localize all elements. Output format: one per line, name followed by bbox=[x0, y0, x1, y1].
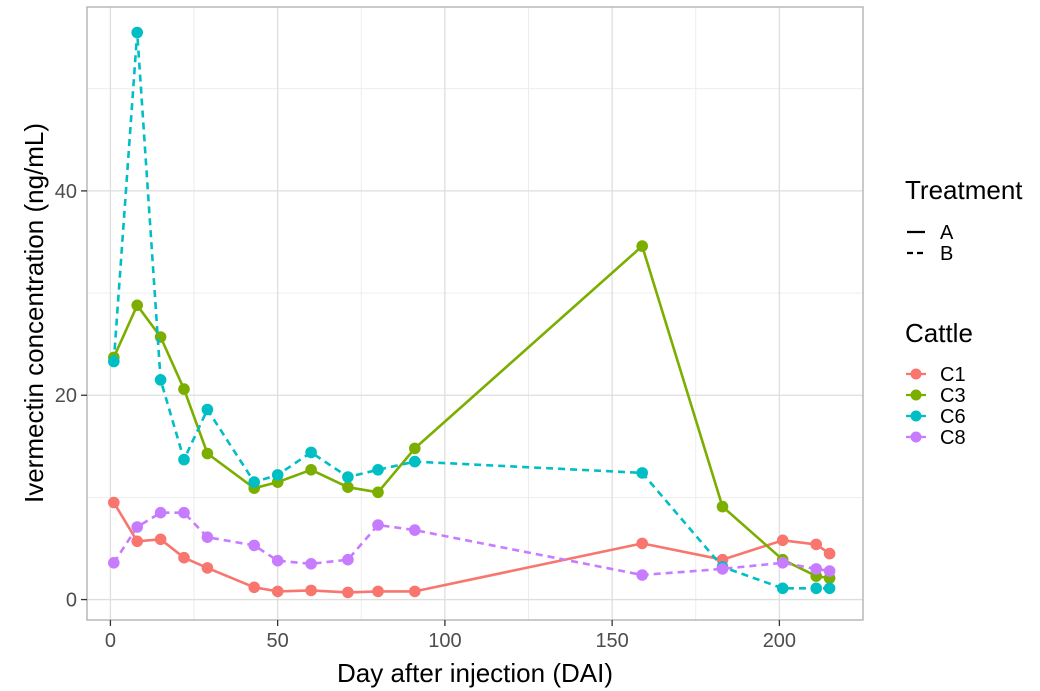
data-point-c3 bbox=[636, 240, 648, 252]
data-point-c8 bbox=[777, 557, 789, 569]
legend-key-c6-point bbox=[911, 411, 922, 422]
data-point-c6 bbox=[248, 476, 260, 488]
y-tick-label: 0 bbox=[66, 590, 77, 612]
data-point-c1 bbox=[155, 534, 167, 546]
legend-label-c8: C8 bbox=[940, 427, 966, 449]
legend-label-c3: C3 bbox=[940, 385, 966, 407]
legend-key-c8-point bbox=[911, 432, 922, 443]
data-point-c8 bbox=[248, 540, 260, 552]
data-point-c6 bbox=[824, 583, 836, 595]
x-tick-label: 150 bbox=[595, 630, 628, 652]
legend-treatment-title: Treatment bbox=[905, 175, 1023, 205]
data-point-c8 bbox=[409, 524, 421, 536]
data-point-c6 bbox=[108, 356, 120, 368]
data-point-c3 bbox=[409, 443, 421, 455]
data-point-c8 bbox=[636, 569, 648, 581]
data-point-c6 bbox=[342, 471, 354, 483]
data-point-c3 bbox=[372, 487, 384, 499]
legend-item-c3: C3 bbox=[906, 385, 966, 407]
data-point-c1 bbox=[810, 539, 822, 551]
data-point-c1 bbox=[178, 552, 190, 564]
y-axis-title: Ivermectin concentration (ng/mL) bbox=[19, 123, 49, 503]
data-point-c6 bbox=[202, 404, 214, 416]
data-point-c1 bbox=[202, 562, 214, 574]
legend-label-a: A bbox=[940, 222, 954, 244]
legend-cattle: Cattle C1 C3 C6 C8 bbox=[905, 318, 973, 449]
legend-treatment: Treatment A B bbox=[905, 175, 1023, 265]
data-point-c8 bbox=[272, 555, 284, 567]
x-tick-label: 200 bbox=[763, 630, 796, 652]
data-point-c1 bbox=[248, 582, 260, 594]
data-point-c8 bbox=[372, 519, 384, 531]
legend-label-b: B bbox=[940, 243, 953, 265]
legend-key-c1-point bbox=[911, 369, 922, 380]
data-point-c6 bbox=[272, 469, 284, 481]
legend-key-c3-point bbox=[911, 390, 922, 401]
data-point-c8 bbox=[810, 563, 822, 575]
y-tick-label: 40 bbox=[55, 181, 77, 203]
y-tick-label: 20 bbox=[55, 385, 77, 407]
data-point-c6 bbox=[372, 464, 384, 476]
legend-cattle-title: Cattle bbox=[905, 318, 973, 348]
data-point-c6 bbox=[636, 467, 648, 479]
legend-item-c6: C6 bbox=[906, 406, 966, 428]
data-point-c1 bbox=[305, 585, 317, 597]
data-point-c1 bbox=[777, 535, 789, 547]
x-tick-label: 100 bbox=[428, 630, 461, 652]
data-point-c8 bbox=[155, 507, 167, 519]
data-point-c1 bbox=[131, 536, 143, 548]
data-point-c3 bbox=[178, 383, 190, 395]
data-point-c1 bbox=[636, 538, 648, 550]
data-point-c6 bbox=[305, 447, 317, 459]
legend-label-c6: C6 bbox=[940, 406, 966, 428]
data-point-c1 bbox=[108, 497, 120, 509]
data-point-c8 bbox=[305, 558, 317, 570]
data-point-c8 bbox=[717, 563, 729, 575]
data-point-c3 bbox=[717, 501, 729, 513]
x-axis-title: Day after injection (DAI) bbox=[337, 658, 613, 688]
data-point-c8 bbox=[178, 507, 190, 519]
data-point-c6 bbox=[409, 456, 421, 468]
data-point-c1 bbox=[342, 587, 354, 599]
data-point-c1 bbox=[372, 586, 384, 598]
data-point-c8 bbox=[824, 565, 836, 577]
x-tick-labels: 0 50 100 150 200 bbox=[105, 630, 796, 652]
data-point-c6 bbox=[131, 27, 143, 39]
x-tick-label: 50 bbox=[267, 630, 289, 652]
data-point-c6 bbox=[155, 374, 167, 386]
data-point-c8 bbox=[342, 554, 354, 566]
data-point-c8 bbox=[202, 531, 214, 543]
data-point-c3 bbox=[131, 300, 143, 312]
data-point-c1 bbox=[409, 586, 421, 598]
data-point-c6 bbox=[178, 454, 190, 466]
legend-item-c1: C1 bbox=[906, 364, 966, 386]
data-point-c8 bbox=[108, 557, 120, 569]
data-point-c3 bbox=[202, 448, 214, 460]
data-point-c3 bbox=[342, 481, 354, 493]
legend-item-c8: C8 bbox=[906, 427, 966, 449]
data-point-c1 bbox=[824, 548, 836, 560]
data-point-c3 bbox=[305, 464, 317, 476]
data-point-c6 bbox=[777, 583, 789, 595]
data-point-c6 bbox=[810, 583, 822, 595]
data-point-c8 bbox=[131, 521, 143, 533]
y-tick-labels: 0 20 40 bbox=[55, 181, 77, 612]
legend-label-c1: C1 bbox=[940, 364, 966, 386]
data-point-c1 bbox=[272, 586, 284, 598]
x-tick-label: 0 bbox=[105, 630, 116, 652]
